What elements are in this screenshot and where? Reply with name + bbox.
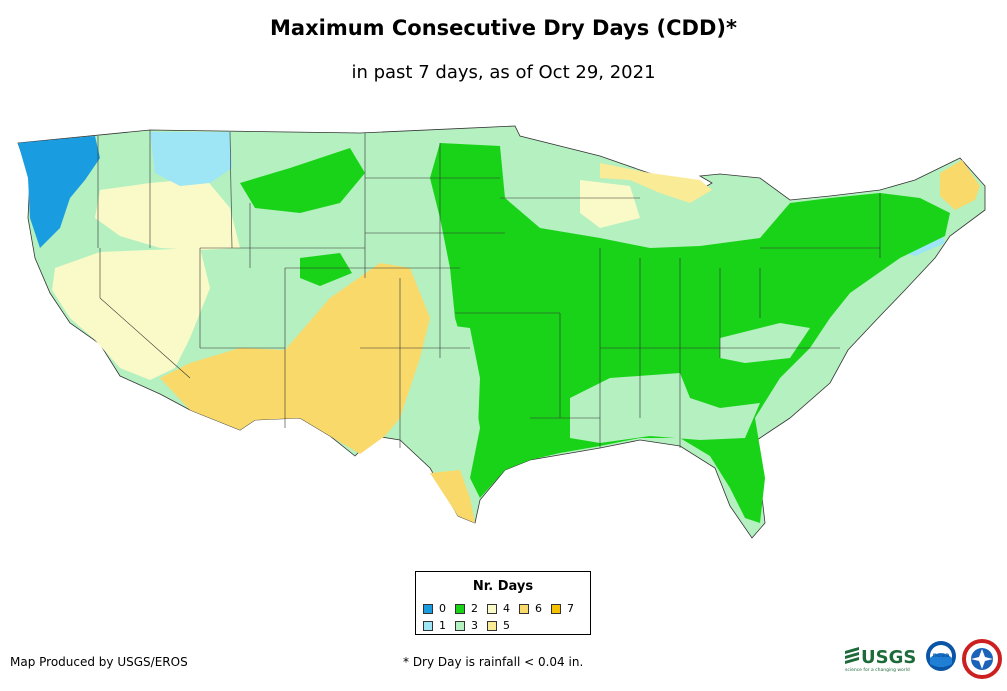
legend-item: 3: [455, 619, 487, 632]
zone-5-days-michigan: [600, 163, 712, 203]
usgs-logo: USGS science for a changing world: [845, 647, 916, 673]
usgs-logo-text: USGS: [861, 647, 916, 668]
legend-item: 0: [423, 602, 455, 615]
zone-3-days-virginia: [720, 323, 810, 363]
zone-2-days-montana: [240, 148, 365, 213]
legend-swatch: [551, 603, 561, 614]
zone-4-days-west: [52, 248, 210, 380]
legend: Nr. Days 0 2 4 6 7 1 3: [415, 571, 591, 635]
produced-by-credit: Map Produced by USGS/EROS: [10, 655, 188, 669]
usgs-wave-icon: [845, 647, 859, 664]
legend-swatch: [487, 620, 497, 631]
zone-0-days-washington: [18, 136, 100, 248]
legend-swatch: [423, 603, 433, 614]
legend-item: 6: [519, 602, 551, 615]
legend-item: 2: [455, 602, 487, 615]
noaa-logo-text: noaa: [933, 652, 950, 659]
us-cdd-map: [17, 125, 986, 539]
legend-label: 6: [535, 602, 542, 615]
legend-item: 1: [423, 619, 455, 632]
legend-label: 7: [567, 602, 574, 615]
legend-label: 0: [439, 602, 446, 615]
legend-item: 5: [487, 619, 519, 632]
zone-4-days-wisconsin: [580, 180, 640, 228]
legend-swatch: [487, 603, 497, 614]
legend-label: 3: [471, 619, 478, 632]
legend-swatch: [519, 603, 529, 614]
state-borders: [97, 130, 881, 448]
zone-6-days-south-texas: [430, 470, 475, 523]
zone-3-days-oklahoma: [420, 323, 480, 458]
legend-label: 5: [503, 619, 510, 632]
zone-6-days-southwest: [160, 263, 430, 454]
legend-label: 4: [503, 602, 510, 615]
legend-title: Nr. Days: [472, 579, 534, 594]
map-title: Maximum Consecutive Dry Days (CDD)*: [270, 16, 737, 40]
cdd-zones: [18, 132, 980, 523]
legend-item: 7: [551, 602, 583, 615]
nws-logo: [962, 639, 1002, 679]
legend-item: 4: [487, 602, 519, 615]
zone-6-days-maine: [940, 160, 980, 210]
dry-day-footnote: * Dry Day is rainfall < 0.04 in.: [403, 655, 584, 669]
zone-2-days-plains: [430, 143, 950, 523]
legend-swatch: [455, 603, 465, 614]
zone-2-days-colorado-spots: [300, 253, 352, 286]
usgs-tagline: science for a changing world: [845, 667, 910, 673]
legend-label: 1: [439, 619, 446, 632]
map-subtitle: in past 7 days, as of Oct 29, 2021: [351, 62, 656, 83]
zone-3-days-southeast: [570, 373, 760, 443]
legend-swatch: [423, 620, 433, 631]
zone-4-days-idaho: [95, 178, 240, 250]
zone-1-day-rockies: [150, 132, 232, 186]
noaa-logo: noaa: [926, 641, 956, 671]
legend-grid: 0 2 4 6 7 1 3 5: [423, 602, 589, 632]
legend-swatch: [455, 620, 465, 631]
legend-label: 2: [471, 602, 478, 615]
